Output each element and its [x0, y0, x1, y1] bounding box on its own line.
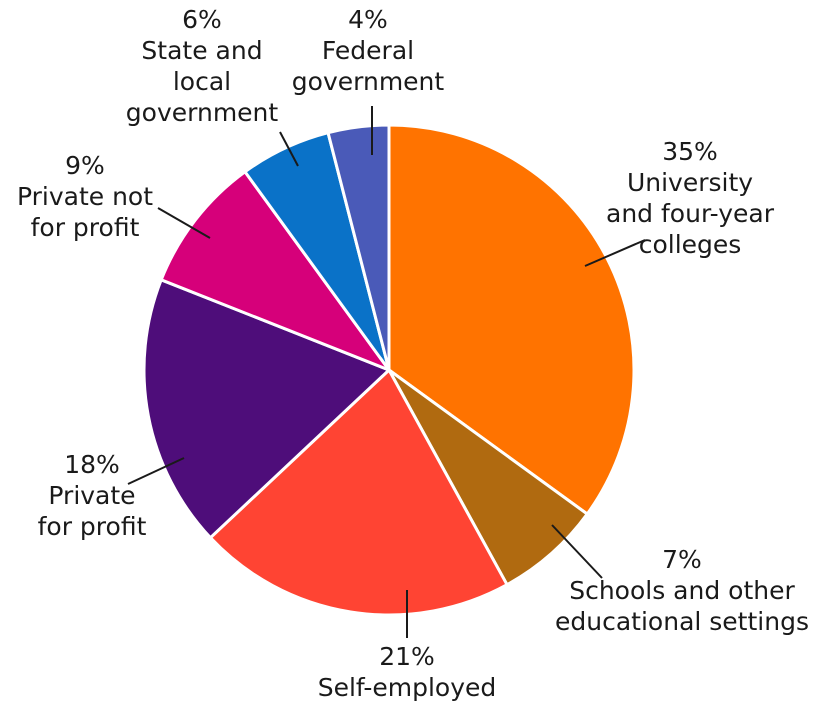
slice-name-line-6-0: Federal	[322, 36, 414, 65]
slice-label-1: 7% Schools and other educational settings	[555, 545, 809, 636]
slice-name-line-5-1: local	[173, 67, 231, 96]
slice-percent-1: 7%	[662, 545, 702, 574]
slice-percent-6: 4%	[348, 5, 388, 34]
pie-slices	[142, 123, 636, 617]
leader-line-1	[551, 524, 603, 579]
slice-name-line-3-0: Private	[48, 481, 135, 510]
slice-label-4: 9% Private not for profit	[17, 151, 153, 242]
slice-percent-0: 35%	[662, 137, 718, 166]
slice-label-5: 6% State and local government	[126, 5, 279, 127]
slice-name-line-5-0: State and	[141, 36, 262, 65]
pie-slice-3	[142, 278, 391, 540]
slice-name-line-4-0: Private not	[17, 182, 153, 211]
leader-line-5	[279, 131, 299, 167]
pie-slice-2	[208, 368, 509, 617]
slice-name-line-4-1: for profit	[31, 213, 140, 242]
slice-percent-5: 6%	[182, 5, 222, 34]
slice-name-line-6-1: government	[292, 67, 445, 96]
slice-label-0: 35% University and four-year colleges	[606, 137, 775, 259]
slice-labels: 35% University and four-year colleges 7% Scho…	[17, 5, 809, 702]
leader-line-3	[127, 457, 185, 485]
slice-name-line-3-1: for profit	[38, 512, 147, 541]
slice-name-line-1-0: Schools and other	[569, 576, 795, 605]
slice-label-3: 18% Private for profit	[38, 450, 147, 541]
slice-label-2: 21% Self-employed	[318, 642, 497, 702]
slice-name-line-2-0: Self-employed	[318, 673, 497, 702]
leader-line-0	[584, 239, 646, 267]
pie-slice-6	[326, 123, 391, 372]
slice-percent-2: 21%	[379, 642, 435, 671]
slice-percent-4: 9%	[65, 151, 105, 180]
slice-name-line-5-2: government	[126, 98, 279, 127]
slice-label-6: 4% Federal government	[292, 5, 445, 96]
pie-slice-1	[387, 368, 589, 587]
slice-name-line-0-0: University	[627, 168, 753, 197]
slice-percent-3: 18%	[64, 450, 120, 479]
pie-slice-0	[387, 123, 636, 516]
leader-line-4	[157, 207, 211, 239]
leader-lines	[127, 106, 646, 638]
slice-name-line-1-1: educational settings	[555, 607, 809, 636]
slice-name-line-0-2: colleges	[639, 230, 742, 259]
pie-slice-4	[159, 170, 391, 372]
slice-name-line-0-1: and four-year	[606, 199, 775, 228]
